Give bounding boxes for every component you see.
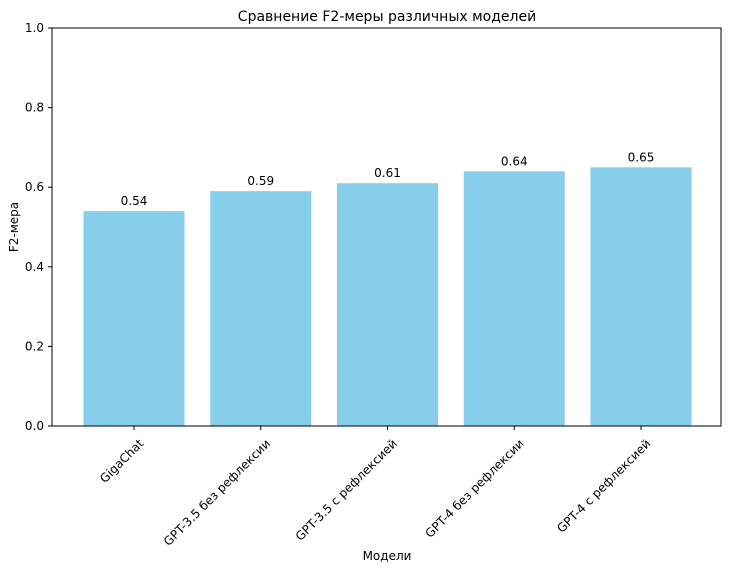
x-tick-label: GPT-4 с рефлексией	[554, 436, 653, 535]
x-tick-label: GPT-3.5 с рефлексией	[293, 436, 400, 543]
bar-value-label: 0.65	[628, 150, 655, 164]
bar	[83, 211, 185, 426]
y-tick-label: 1.0	[25, 21, 44, 35]
bar	[590, 167, 692, 427]
x-tick-label: GPT-4 без рефлексии	[422, 436, 526, 540]
bar	[337, 183, 438, 426]
chart-title: Сравнение F2-меры различных моделей	[238, 9, 536, 25]
bar-value-label: 0.54	[121, 194, 148, 208]
y-axis: 0.0 0.2 0.4 0.6 0.8 1.0	[25, 21, 52, 433]
y-axis-title: F2-мера	[7, 202, 21, 252]
y-tick-label: 0.8	[25, 101, 44, 115]
x-tick-label: GigaChat	[97, 436, 146, 485]
bar-value-label: 0.59	[247, 174, 274, 188]
plot-frame	[51, 27, 722, 427]
bars-group	[83, 167, 692, 427]
x-tick-label: GPT-3.5 без рефлексии	[161, 436, 273, 548]
y-tick-label: 0.0	[25, 419, 44, 433]
y-tick-label: 0.2	[25, 339, 44, 353]
x-axis: GigaChat GPT-3.5 без рефлексии GPT-3.5 с р…	[97, 426, 653, 549]
bar-value-label: 0.64	[501, 154, 528, 168]
bar	[210, 191, 312, 426]
y-tick-label: 0.4	[25, 260, 44, 274]
bar-value-label: 0.61	[374, 166, 401, 180]
data-labels-group: 0.54 0.59 0.61 0.64 0.65	[121, 150, 655, 208]
bar	[463, 171, 565, 426]
y-tick-label: 0.6	[25, 180, 44, 194]
x-axis-title: Модели	[363, 549, 412, 563]
